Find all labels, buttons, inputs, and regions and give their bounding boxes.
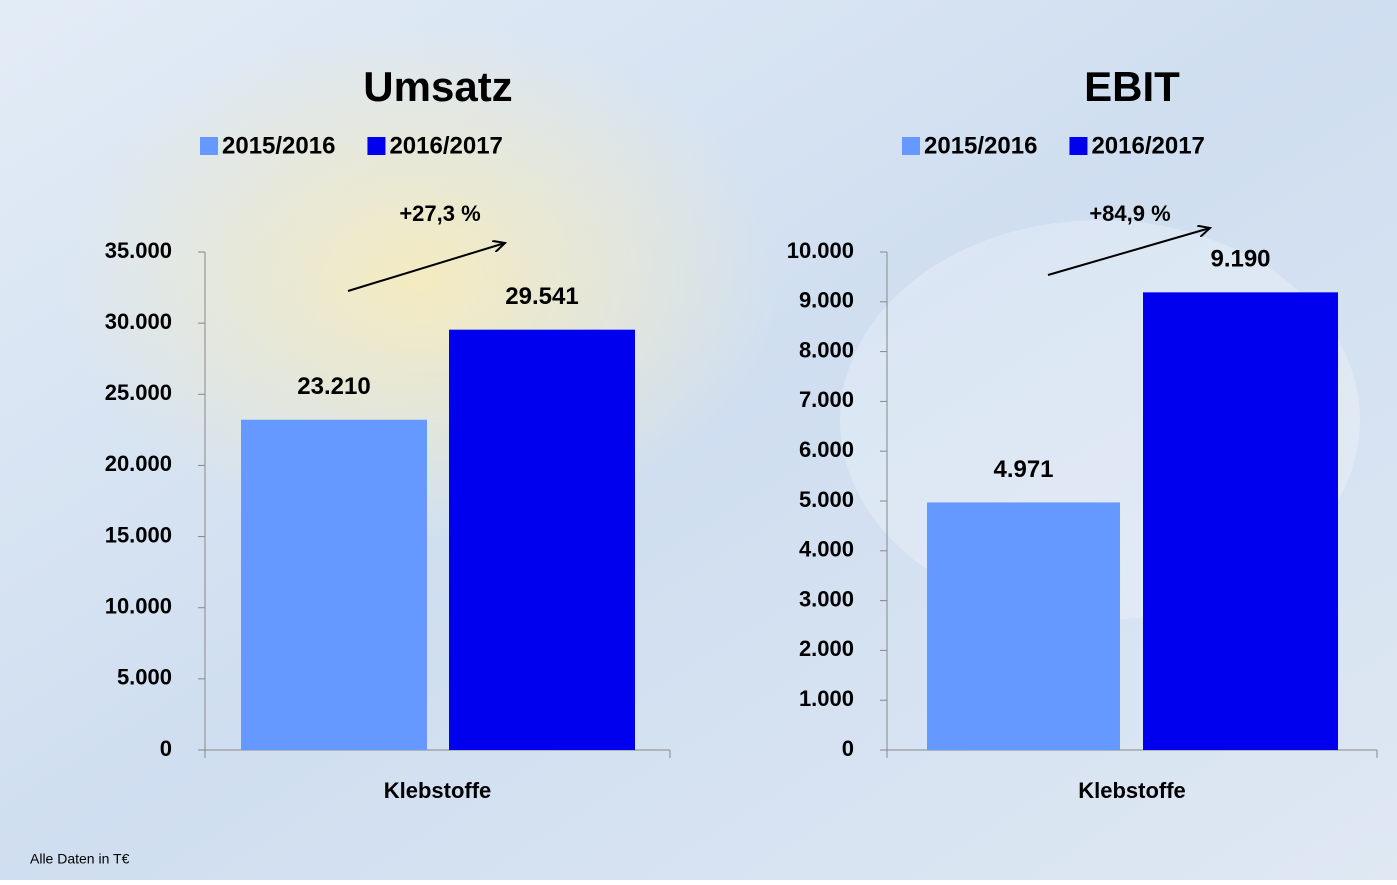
x-tick-label: Klebstoffe [384, 778, 492, 803]
legend-swatch [1069, 137, 1087, 155]
y-tick-label: 6.000 [799, 437, 854, 462]
bar [449, 330, 635, 750]
y-tick-label: 35.000 [105, 238, 172, 263]
legend-swatch [200, 137, 218, 155]
y-tick-label: 10.000 [787, 238, 854, 263]
y-tick-label: 20.000 [105, 451, 172, 476]
y-tick-label: 25.000 [105, 380, 172, 405]
y-tick-label: 1.000 [799, 686, 854, 711]
legend-label: 2015/2016 [924, 132, 1037, 159]
legend-label: 2015/2016 [222, 132, 335, 159]
y-tick-label: 0 [842, 736, 854, 761]
data-label: 9.190 [1210, 246, 1270, 273]
data-label: 29.541 [505, 283, 578, 310]
y-tick-label: 0 [160, 736, 172, 761]
annotation: +84,9 % [1089, 201, 1170, 226]
y-tick-label: 5.000 [117, 665, 172, 690]
bar [241, 420, 427, 750]
legend-swatch [367, 137, 385, 155]
annotation: +27,3 % [399, 201, 480, 226]
x-tick-label: Klebstoffe [1078, 778, 1186, 803]
y-tick-label: 2.000 [799, 636, 854, 661]
y-tick-label: 8.000 [799, 337, 854, 362]
data-label: 4.971 [993, 456, 1053, 483]
legend-label: 2016/2017 [1091, 132, 1204, 159]
data-label: 23.210 [297, 373, 370, 400]
y-tick-label: 10.000 [105, 594, 172, 619]
y-tick-label: 9.000 [799, 288, 854, 313]
legend-label: 2016/2017 [389, 132, 502, 159]
y-tick-label: 15.000 [105, 522, 172, 547]
y-tick-label: 4.000 [799, 537, 854, 562]
y-tick-label: 5.000 [799, 487, 854, 512]
bar [927, 502, 1120, 750]
chart-title: Umsatz [363, 63, 512, 110]
chart-page: Alle Daten in T€ Umsatz 2015/2016 2016/201… [0, 0, 1397, 880]
y-tick-label: 7.000 [799, 387, 854, 412]
chart-title: EBIT [1084, 63, 1180, 110]
legend-swatch [902, 137, 920, 155]
bar [1143, 292, 1338, 750]
y-tick-label: 3.000 [799, 586, 854, 611]
y-tick-label: 30.000 [105, 309, 172, 334]
footnote: Alle Daten in T€ [30, 851, 130, 867]
